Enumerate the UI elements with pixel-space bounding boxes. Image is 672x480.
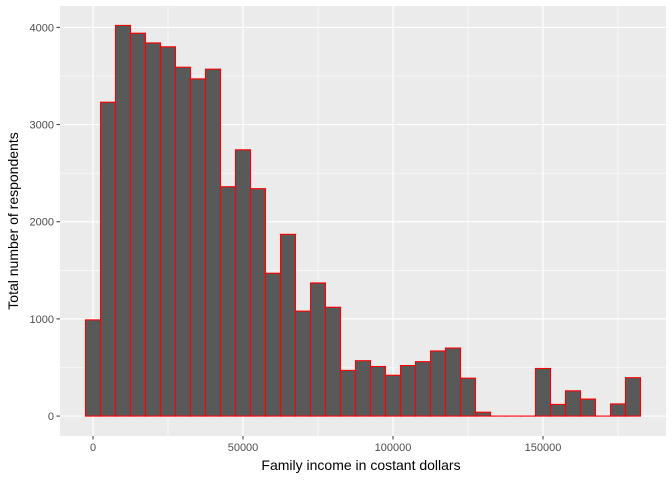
histogram-bar — [429, 350, 447, 417]
histogram-bar — [99, 101, 117, 417]
histogram-bar — [189, 78, 207, 417]
x-axis-title: Family income in costant dollars — [261, 457, 460, 473]
histogram-bar — [219, 186, 237, 417]
histogram-bar — [249, 188, 267, 417]
y-tick-label: 3000 — [30, 120, 54, 132]
y-tick-label: 0 — [48, 411, 54, 423]
histogram-bar — [234, 149, 252, 417]
y-tick-label: 2000 — [30, 217, 54, 229]
x-tick-label: 150000 — [525, 442, 562, 454]
histogram-bar — [204, 68, 222, 417]
histogram-bar — [354, 360, 372, 417]
histogram-bar — [414, 361, 432, 417]
histogram-bar — [459, 377, 477, 417]
histogram-bar — [549, 403, 567, 417]
y-axis: 0 1000 2000 3000 4000 — [30, 22, 60, 423]
y-tick-label: 4000 — [30, 22, 54, 34]
histogram-bar — [384, 374, 402, 417]
x-tick-label: 100000 — [375, 442, 412, 454]
histogram-bar — [159, 46, 177, 417]
histogram-bar — [174, 66, 192, 417]
histogram-bar — [339, 369, 357, 417]
histogram-bar — [534, 367, 552, 417]
x-tick-label: 50000 — [228, 442, 259, 454]
histogram-bar — [129, 32, 147, 417]
x-tick-label: 0 — [90, 442, 96, 454]
histogram-bar — [444, 347, 462, 417]
histogram-bar — [144, 42, 162, 417]
histogram-bar — [474, 411, 492, 417]
histogram-bar — [84, 319, 102, 417]
histogram-bar — [369, 365, 387, 417]
y-tick-label: 1000 — [30, 314, 54, 326]
histogram-bar — [294, 310, 312, 417]
histogram-bar — [564, 390, 582, 417]
histogram-bar — [609, 403, 627, 417]
y-axis-title: Total number of respondents — [5, 132, 21, 309]
x-axis: 0 50000 100000 150000 — [90, 436, 561, 454]
histogram-bar — [624, 377, 642, 417]
histogram-bar — [279, 233, 297, 417]
histogram-bar — [264, 272, 282, 417]
histogram-bars — [84, 24, 642, 417]
histogram-bar — [579, 398, 597, 417]
histogram-bar — [399, 364, 417, 417]
histogram-bar — [324, 306, 342, 417]
histogram-bar — [114, 24, 132, 417]
histogram-bar — [309, 282, 327, 417]
